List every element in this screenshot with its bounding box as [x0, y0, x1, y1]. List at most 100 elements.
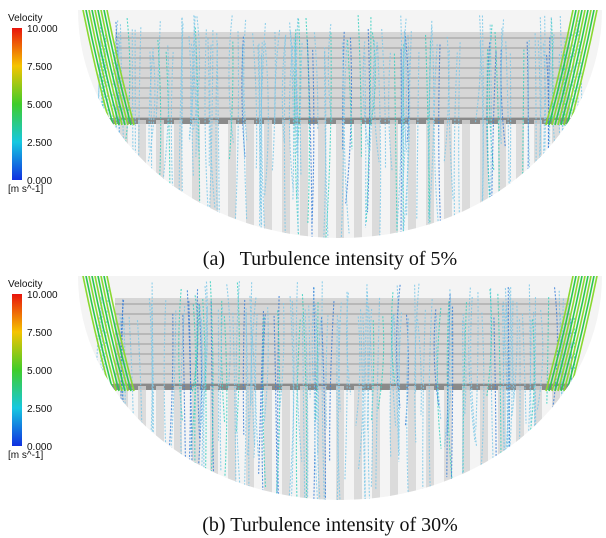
- jet-streamline: [87, 10, 117, 126]
- pipe: [390, 120, 398, 238]
- streamline: [546, 297, 550, 404]
- streamline: [502, 301, 509, 500]
- streamline: [527, 39, 530, 169]
- streamline: [339, 42, 344, 238]
- pipe: [210, 386, 218, 500]
- streamline: [279, 303, 285, 409]
- streamline: [368, 306, 373, 488]
- streamline: [198, 319, 203, 425]
- streamline: [263, 42, 269, 197]
- streamline: [320, 317, 327, 500]
- caption: (a) Turbulence intensity of 5%: [203, 248, 457, 270]
- streamline: [359, 309, 366, 500]
- jet-streamline: [102, 10, 132, 126]
- pipe: [498, 386, 506, 500]
- streamline: [376, 45, 382, 238]
- streamline: [502, 288, 509, 500]
- jet-streamline: [560, 10, 590, 126]
- streamline: [301, 313, 306, 500]
- streamline: [312, 287, 316, 500]
- streamline: [314, 304, 319, 454]
- colorbar-title: Velocity: [8, 279, 42, 290]
- streamline: [254, 314, 259, 458]
- jet-streamline: [563, 276, 593, 392]
- streamline: [252, 33, 258, 169]
- streamline: [262, 317, 267, 488]
- streamline: [528, 319, 535, 441]
- streamline: [493, 317, 497, 500]
- streamline: [168, 313, 174, 461]
- jet-streamline: [90, 10, 120, 126]
- streamline: [535, 17, 542, 221]
- jet-streamline: [545, 10, 575, 126]
- streamline: [490, 288, 496, 500]
- jet-streamline: [566, 10, 596, 126]
- streamline: [475, 292, 479, 430]
- streamline: [207, 38, 210, 166]
- jet-streamline: [105, 276, 135, 392]
- streamline: [462, 313, 467, 415]
- pipe: [408, 386, 416, 500]
- colorbar-tick: 2.500: [27, 138, 52, 149]
- streamline: [203, 307, 208, 500]
- streamline: [366, 29, 371, 213]
- streamline: [400, 49, 402, 238]
- streamline: [295, 282, 303, 462]
- pipe: [444, 386, 452, 500]
- streamline: [366, 291, 369, 431]
- streamline: [365, 17, 372, 223]
- pipe: [120, 120, 128, 238]
- streamline: [402, 35, 411, 235]
- streamline: [396, 285, 400, 451]
- streamline: [500, 19, 505, 146]
- streamline: [329, 301, 335, 462]
- jet-streamline: [560, 276, 590, 392]
- streamline: [342, 31, 345, 151]
- streamline: [197, 303, 203, 475]
- jet-streamline: [84, 276, 114, 392]
- colorbar-title: Velocity: [8, 13, 42, 24]
- streamline: [189, 304, 197, 451]
- streamline: [375, 297, 381, 490]
- jet-streamline: [545, 276, 575, 392]
- streamline: [215, 43, 220, 238]
- pipe: [210, 120, 218, 238]
- jet-streamline: [90, 276, 120, 392]
- streamline: [406, 318, 410, 500]
- streamline: [404, 32, 410, 142]
- jet-streamline: [99, 10, 129, 126]
- streamline: [436, 307, 442, 449]
- streamline: [526, 320, 532, 461]
- streamline: [470, 296, 478, 447]
- pipe: [444, 120, 452, 238]
- pipe: [264, 386, 272, 500]
- streamline: [393, 314, 400, 462]
- streamline: [397, 312, 403, 456]
- pipe: [156, 386, 164, 500]
- jet-streamline: [548, 276, 578, 392]
- streamline: [209, 44, 216, 209]
- streamline: [223, 316, 228, 499]
- streamline: [170, 310, 177, 448]
- pipe: [282, 120, 290, 238]
- pipe: [228, 386, 236, 500]
- jet-streamline: [84, 10, 114, 126]
- streamline: [185, 301, 192, 500]
- streamline: [345, 37, 353, 204]
- streamline: [433, 44, 439, 225]
- streamline: [521, 313, 527, 424]
- jet-streamline: [554, 10, 584, 126]
- streamline: [131, 29, 134, 191]
- jet-streamline: [102, 276, 132, 392]
- streamline: [534, 40, 541, 238]
- streamline: [391, 315, 397, 426]
- pipe: [372, 120, 380, 238]
- jet-streamline: [563, 10, 593, 126]
- streamline: [289, 296, 295, 500]
- streamline: [336, 315, 342, 500]
- pipe: [156, 120, 164, 238]
- jet-streamline: [105, 10, 135, 126]
- streamline: [520, 49, 525, 238]
- simulation-image: [78, 276, 602, 500]
- streamline: [119, 313, 124, 468]
